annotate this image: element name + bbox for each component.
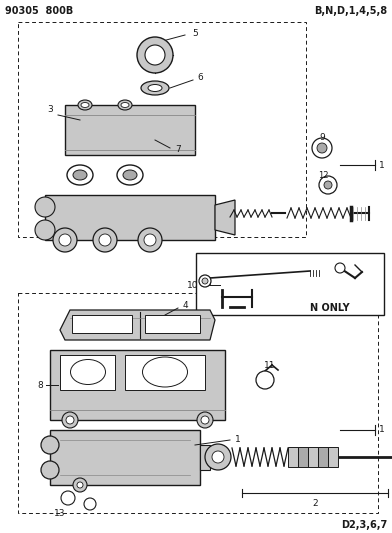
Polygon shape bbox=[215, 200, 235, 235]
Circle shape bbox=[324, 181, 332, 189]
Circle shape bbox=[197, 412, 213, 428]
Circle shape bbox=[256, 371, 274, 389]
Ellipse shape bbox=[73, 170, 87, 180]
Polygon shape bbox=[318, 447, 328, 467]
Bar bbox=[200, 445, 210, 470]
Circle shape bbox=[212, 451, 224, 463]
Bar bbox=[196, 253, 384, 315]
Circle shape bbox=[61, 491, 75, 505]
Text: 9: 9 bbox=[319, 133, 325, 142]
Circle shape bbox=[73, 478, 87, 492]
Bar bbox=[50, 430, 200, 485]
Circle shape bbox=[138, 228, 162, 252]
Bar bbox=[18, 293, 378, 513]
Circle shape bbox=[53, 228, 77, 252]
Circle shape bbox=[199, 275, 211, 287]
Polygon shape bbox=[328, 447, 338, 467]
Ellipse shape bbox=[67, 165, 93, 185]
Circle shape bbox=[335, 263, 345, 273]
Text: 3: 3 bbox=[47, 106, 53, 115]
Circle shape bbox=[312, 138, 332, 158]
Text: 1: 1 bbox=[235, 435, 241, 445]
Text: 8: 8 bbox=[37, 381, 43, 390]
Circle shape bbox=[84, 498, 96, 510]
Text: 2: 2 bbox=[312, 498, 318, 507]
Text: 11: 11 bbox=[264, 360, 276, 369]
Polygon shape bbox=[308, 447, 318, 467]
Circle shape bbox=[35, 197, 55, 217]
Ellipse shape bbox=[141, 81, 169, 95]
Bar bbox=[50, 350, 225, 420]
Circle shape bbox=[205, 444, 231, 470]
Circle shape bbox=[202, 278, 208, 284]
Bar bbox=[18, 22, 306, 237]
Text: 1: 1 bbox=[379, 160, 385, 169]
Circle shape bbox=[317, 143, 327, 153]
Ellipse shape bbox=[123, 170, 137, 180]
Polygon shape bbox=[298, 447, 308, 467]
Text: D2,3,6,7: D2,3,6,7 bbox=[341, 520, 387, 530]
Circle shape bbox=[66, 416, 74, 424]
Circle shape bbox=[144, 234, 156, 246]
Text: 90305  800B: 90305 800B bbox=[5, 6, 73, 16]
Ellipse shape bbox=[121, 102, 129, 108]
Bar bbox=[45, 195, 215, 240]
Polygon shape bbox=[288, 447, 298, 467]
Bar bbox=[72, 315, 132, 333]
Circle shape bbox=[99, 234, 111, 246]
Ellipse shape bbox=[78, 100, 92, 110]
Circle shape bbox=[145, 45, 165, 65]
Text: 12: 12 bbox=[318, 171, 328, 180]
Text: 10: 10 bbox=[187, 280, 199, 289]
Ellipse shape bbox=[81, 102, 89, 108]
Text: 6: 6 bbox=[197, 74, 203, 83]
Text: N ONLY: N ONLY bbox=[310, 303, 350, 313]
Circle shape bbox=[319, 176, 337, 194]
Circle shape bbox=[41, 436, 59, 454]
Bar bbox=[145, 315, 200, 333]
Ellipse shape bbox=[117, 165, 143, 185]
Circle shape bbox=[62, 412, 78, 428]
Text: 7: 7 bbox=[175, 146, 181, 155]
Circle shape bbox=[77, 482, 83, 488]
Ellipse shape bbox=[143, 357, 187, 387]
Text: 13: 13 bbox=[54, 508, 66, 518]
Bar bbox=[60, 355, 115, 390]
Circle shape bbox=[93, 228, 117, 252]
Ellipse shape bbox=[118, 100, 132, 110]
Circle shape bbox=[59, 234, 71, 246]
Circle shape bbox=[41, 461, 59, 479]
Circle shape bbox=[201, 416, 209, 424]
Ellipse shape bbox=[148, 85, 162, 92]
Text: B,N,D,1,4,5,8: B,N,D,1,4,5,8 bbox=[314, 6, 387, 16]
Text: 5: 5 bbox=[192, 28, 198, 37]
Text: 1: 1 bbox=[379, 425, 385, 434]
Ellipse shape bbox=[71, 359, 105, 384]
Text: 4: 4 bbox=[182, 301, 188, 310]
Polygon shape bbox=[60, 310, 215, 340]
Bar bbox=[125, 355, 205, 390]
Circle shape bbox=[35, 220, 55, 240]
Bar bbox=[65, 105, 195, 155]
Circle shape bbox=[137, 37, 173, 73]
